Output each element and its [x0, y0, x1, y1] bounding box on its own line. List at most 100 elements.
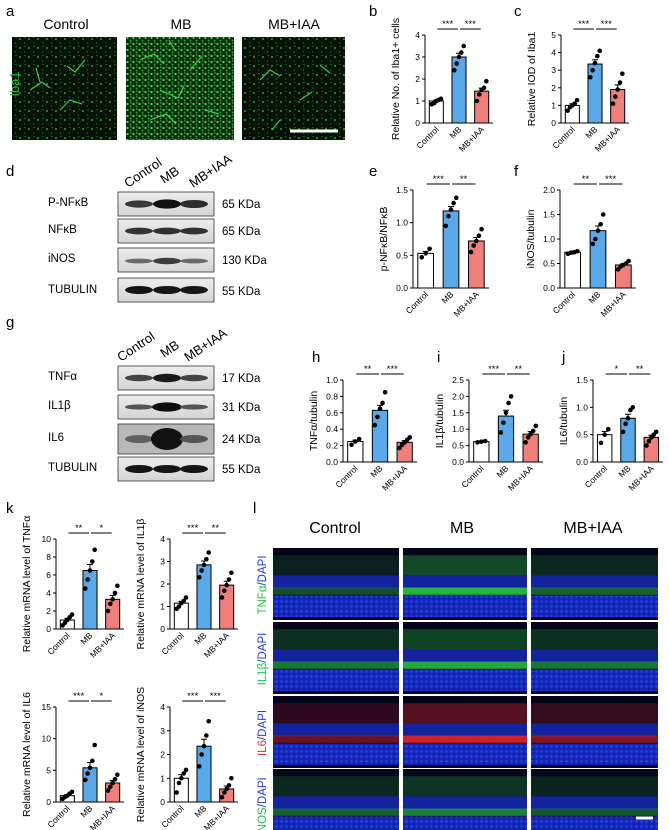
data-point	[229, 570, 234, 576]
data-point	[199, 568, 204, 573]
data-point	[644, 443, 649, 448]
data-point	[226, 783, 232, 788]
plexiform-signal	[531, 661, 658, 669]
panel-l-micrographs: Control MB MB+IAA	[309, 520, 623, 537]
y-tick-label: 0	[160, 624, 165, 634]
sig-label: *	[614, 364, 618, 375]
sig-label: ***	[488, 364, 499, 375]
data-point	[630, 405, 636, 410]
y-tick-label: 6	[46, 570, 51, 580]
plexiform-signal	[531, 808, 658, 816]
data-point	[112, 590, 118, 596]
panel-letter-g: g	[6, 314, 14, 331]
y-tick-label: 4	[160, 702, 165, 712]
y-tick-label: 3	[551, 65, 556, 75]
band	[153, 373, 181, 383]
data-point	[615, 87, 620, 92]
data-point	[484, 78, 489, 84]
data-point	[477, 92, 482, 97]
panel-l-col-control: Control	[309, 520, 361, 537]
x-tick-label: Control	[550, 124, 577, 151]
band	[125, 435, 153, 443]
data-point	[653, 429, 659, 435]
bar-Control	[473, 441, 490, 463]
x-tick-label: MB+IAA	[626, 463, 656, 493]
data-point	[397, 445, 402, 451]
y-tick-label: 4	[415, 30, 420, 40]
ifo-dapi-inos: /DAPI	[257, 777, 269, 807]
inner-layer-signal	[531, 629, 658, 650]
chart-k3: 0 5 10 15 Relative mRNA level of IL6 Control M…	[21, 691, 124, 830]
bar-MB	[82, 767, 98, 803]
data-point	[597, 48, 602, 54]
plexiform-signal	[403, 808, 527, 816]
band	[151, 428, 183, 450]
band	[125, 227, 153, 235]
onl-nuclei	[531, 816, 658, 830]
chart-k2: 0 1 2 3 4 Relative mRNA level of IL1β Control M…	[135, 519, 238, 660]
data-point	[501, 420, 506, 425]
band	[180, 435, 208, 443]
sig-label: ***	[442, 19, 453, 30]
data-point	[105, 608, 111, 614]
sig-label: ***	[601, 19, 612, 30]
y-tick-label: 2	[160, 579, 165, 589]
panel-l-col-mb: MB	[450, 520, 474, 537]
data-point	[110, 597, 115, 602]
y-tick-label: 0	[46, 624, 51, 634]
data-point	[459, 50, 464, 55]
x-tick-label: MB+IAA	[593, 124, 623, 154]
data-point	[613, 94, 618, 99]
data-point	[372, 422, 378, 428]
panel-letter-k: k	[6, 500, 14, 517]
chart-i: 0.0 0.5 1.0 1.5 2.0 2.5 IL1β/tubulin Control MBM…	[434, 364, 543, 493]
x-tick-label: MB	[368, 463, 384, 479]
bar-MB	[497, 415, 515, 463]
band	[125, 258, 153, 264]
data-point	[610, 101, 616, 106]
onl-nuclei	[531, 743, 658, 766]
sig-label: ***	[433, 174, 444, 185]
ifo-tile	[403, 548, 527, 620]
data-point	[617, 80, 623, 85]
data-point	[382, 390, 388, 395]
data-point	[199, 752, 204, 757]
bar-MB	[620, 417, 636, 463]
ifo-label-il1b: IL1β/DAPI	[257, 633, 269, 686]
band	[180, 374, 208, 382]
x-tick-label: MB+IAA	[380, 463, 410, 493]
x-tick-label: MB+IAA	[506, 463, 536, 493]
bar-Control	[173, 777, 189, 803]
data-point	[69, 612, 75, 617]
panel-letter-b: b	[369, 3, 377, 20]
sig-label: ***	[578, 19, 589, 30]
data-point	[625, 415, 631, 421]
panel-letter-j: j	[561, 349, 565, 366]
y-tick-label: 0.5	[396, 250, 408, 260]
plexiform-signal	[403, 661, 527, 669]
y-tick-label: 0.5	[576, 430, 588, 440]
data-point	[456, 54, 462, 60]
data-point	[475, 440, 480, 445]
y-tick-label: 1	[160, 773, 165, 783]
data-point	[602, 432, 607, 437]
data-point	[623, 421, 628, 427]
inner-layer-signal	[273, 703, 399, 724]
data-point	[474, 98, 480, 104]
ifo-dapi-il1b: /DAPI	[257, 633, 269, 663]
y-tick-label: 2.5	[452, 375, 464, 385]
y-tick-label: 10	[42, 534, 52, 544]
band	[152, 402, 182, 412]
inl-nuclei	[273, 575, 399, 589]
data-point	[219, 794, 225, 800]
data-point	[219, 595, 225, 600]
data-point	[452, 67, 457, 73]
data-point	[353, 439, 358, 444]
data-point	[453, 195, 459, 201]
y-tick-label: 2	[551, 83, 556, 93]
sig-label: **	[582, 174, 590, 185]
bar-MB+IAA	[219, 584, 235, 630]
bar-MB+IAA	[643, 436, 660, 463]
blot-d-size-inos: 130 KDa	[222, 255, 267, 267]
